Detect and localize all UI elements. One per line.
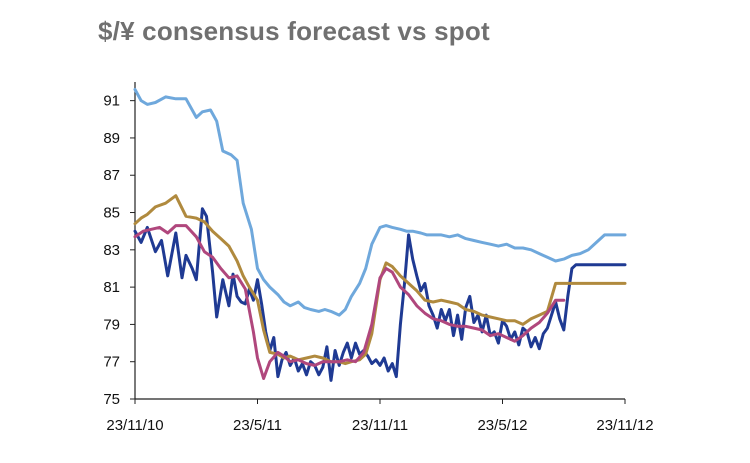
y-tick-label: 85 xyxy=(103,205,120,222)
x-tick-label: 23/5/12 xyxy=(477,417,527,434)
x-axis-ticks: 23/11/10 23/5/11 23/11/11 23/5/12 23/11/12 xyxy=(106,399,654,434)
series-line-4 xyxy=(133,224,566,380)
x-tick-label: 23/5/11 xyxy=(233,417,282,434)
y-tick-label: 81 xyxy=(103,279,120,296)
series-line-1 xyxy=(133,207,627,382)
y-tick-label: 83 xyxy=(103,242,120,259)
y-tick-label: 87 xyxy=(103,167,120,184)
y-tick-label: 77 xyxy=(103,354,120,371)
x-tick-label: 23/11/11 xyxy=(352,417,408,434)
x-tick-label: 23/11/10 xyxy=(106,417,163,434)
y-axis-ticks: 91 89 87 85 83 81 79 77 75 xyxy=(103,93,135,408)
series-line-2 xyxy=(133,88,627,317)
y-tick-label: 75 xyxy=(103,391,120,408)
y-tick-label: 79 xyxy=(103,316,120,333)
series-lines xyxy=(133,88,627,382)
y-tick-label: 91 xyxy=(103,93,120,110)
x-tick-label: 23/11/12 xyxy=(596,417,653,434)
chart-title: $/¥ consensus forecast vs spot xyxy=(98,16,490,46)
y-tick-label: 89 xyxy=(103,130,120,147)
